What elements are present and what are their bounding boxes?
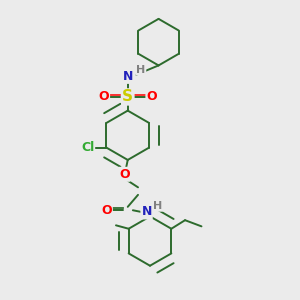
- Text: N: N: [141, 206, 152, 218]
- Text: O: O: [98, 90, 109, 104]
- Text: H: H: [153, 201, 162, 211]
- Text: H: H: [136, 64, 146, 74]
- Text: N: N: [123, 70, 133, 83]
- Text: S: S: [122, 89, 133, 104]
- Text: Cl: Cl: [81, 141, 94, 154]
- Text: O: O: [101, 204, 112, 217]
- Text: O: O: [146, 90, 157, 104]
- Text: O: O: [119, 168, 130, 181]
